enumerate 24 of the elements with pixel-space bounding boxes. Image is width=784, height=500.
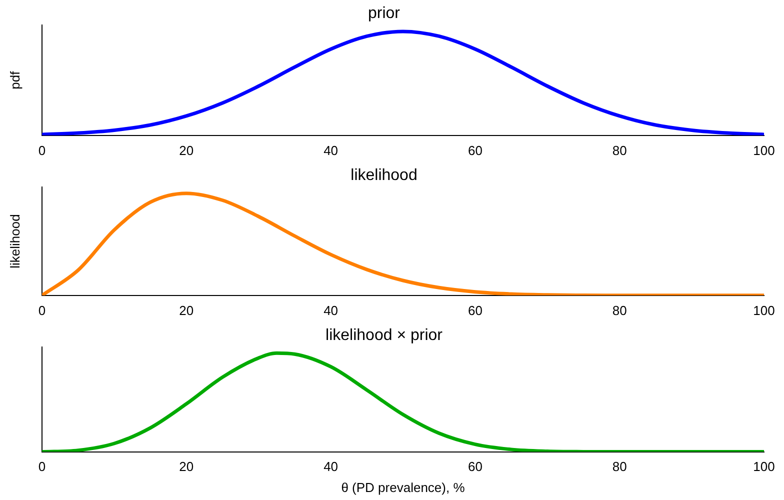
x-tick-label: 80: [612, 142, 627, 158]
x-tick-label: 80: [612, 302, 627, 318]
x-tick-label: 60: [468, 459, 482, 474]
x-tick-label: 0: [38, 302, 46, 318]
chart-title: likelihood: [350, 167, 418, 184]
x-tick-label: 0: [38, 142, 46, 158]
x-tick-label: 100: [753, 302, 775, 318]
x-tick-label: 20: [179, 302, 194, 318]
x-tick-label: 20: [179, 142, 194, 158]
y-axis-title: likelihood: [7, 214, 22, 268]
y-axis-title: pdf: [7, 70, 22, 90]
x-tick-label: 60: [468, 302, 482, 318]
x-tick-label: 40: [324, 302, 338, 318]
x-tick-label: 0: [38, 459, 46, 474]
x-tick-label: 100: [753, 459, 775, 474]
x-tick-label: 40: [324, 142, 338, 158]
x-tick-label: 100: [753, 142, 775, 158]
chart-title: likelihood × prior: [326, 327, 444, 344]
x-tick-label: 20: [179, 459, 194, 474]
x-tick-label: 40: [324, 459, 338, 474]
x-tick-label: 60: [468, 142, 482, 158]
chart-title: prior: [368, 5, 401, 22]
x-tick-label: 80: [612, 459, 627, 474]
x-axis-title: θ (PD prevalence), %: [341, 480, 466, 495]
